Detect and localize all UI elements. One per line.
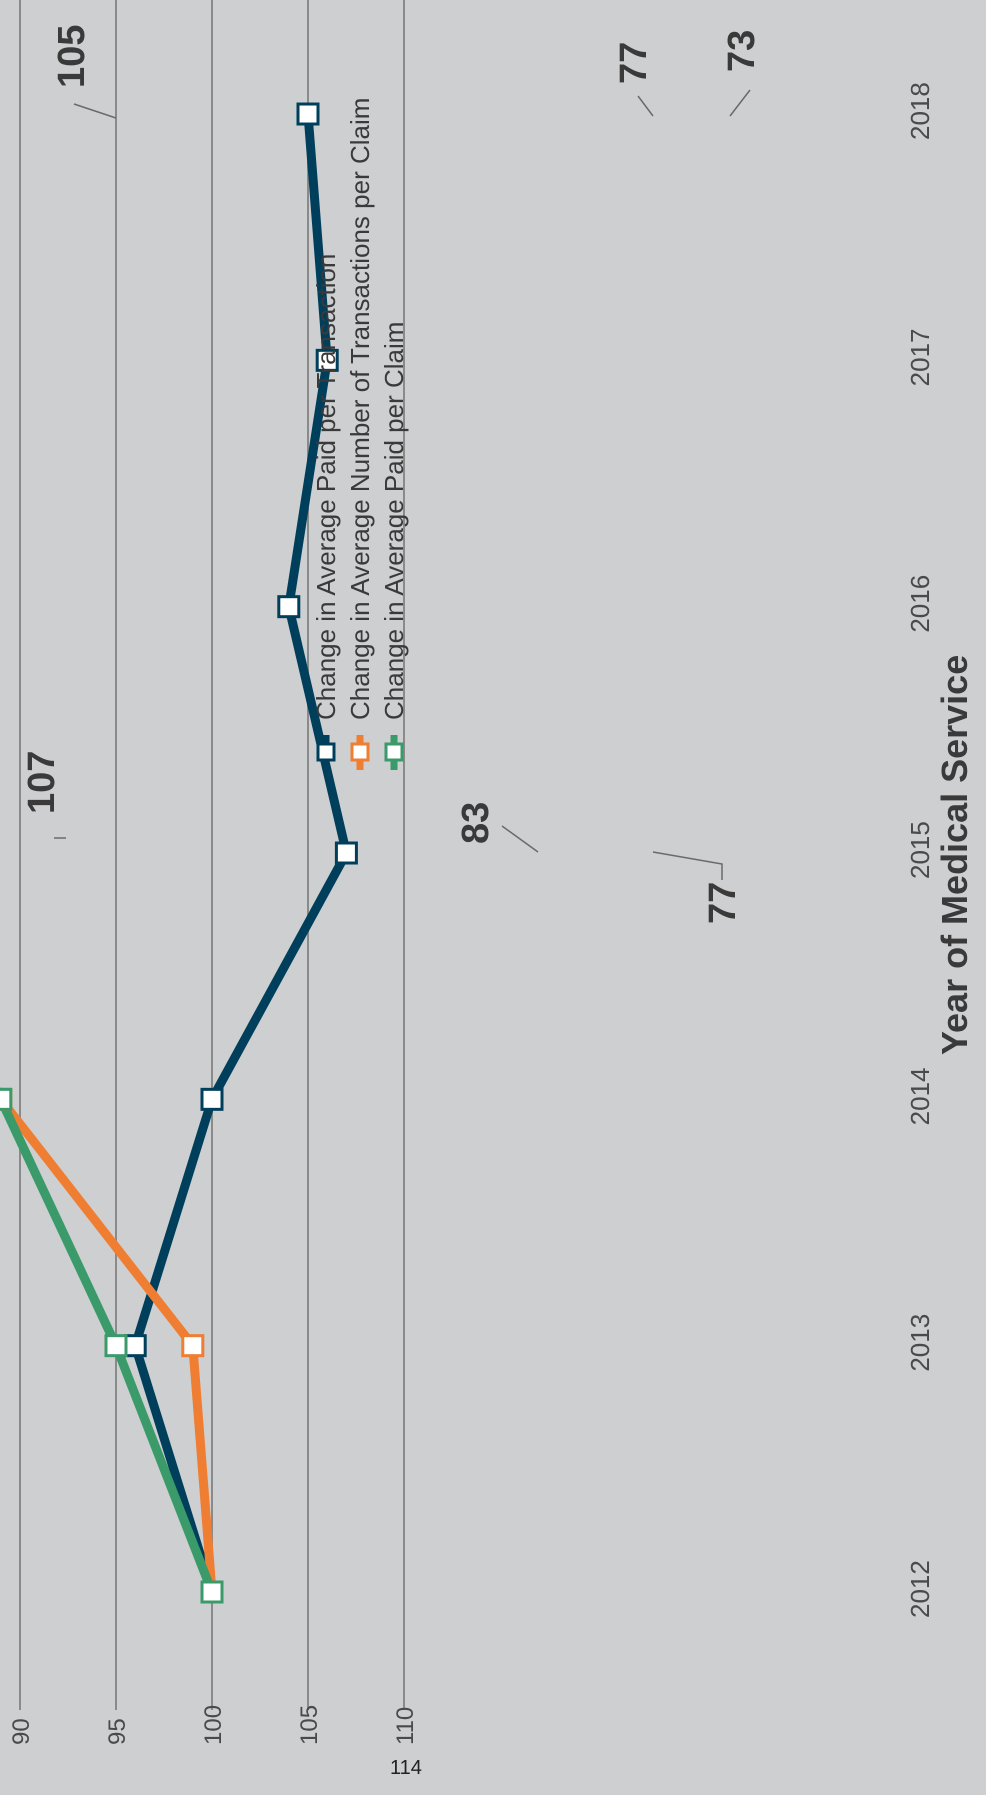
data-point-marker [334, 841, 358, 865]
data-annotation: 107 [21, 751, 63, 814]
data-point-marker [277, 595, 301, 619]
data-annotation: 105 [51, 25, 93, 88]
data-annotations: 107 105 77 73 83 77 [21, 25, 763, 924]
value-tick-label: 105 [296, 1705, 323, 1745]
series-markers [0, 102, 358, 1604]
legend-label: Change in Average Number of Transactions… [345, 98, 375, 720]
data-point-marker [315, 348, 339, 372]
gridlines [19, 0, 405, 1710]
data-annotation: 73 [721, 30, 763, 72]
annotation-leader [652, 851, 723, 880]
data-point-marker [200, 1087, 224, 1111]
legend-swatch-marker [316, 742, 336, 762]
legend-label: Change in Average Paid per Claim [379, 322, 409, 720]
year-tick-label: 2018 [905, 82, 935, 140]
data-annotation: 83 [455, 802, 497, 844]
year-tick-label: 2016 [905, 575, 935, 633]
series-line-2 [0, 1087, 217, 1594]
annotation-leader [501, 825, 539, 853]
year-tick-label: 2013 [905, 1314, 935, 1372]
data-point-marker [181, 1334, 205, 1358]
value-tick-label: 90 [8, 1718, 35, 1745]
annotation-leader [637, 95, 654, 117]
year-tick-label: 2017 [905, 329, 935, 387]
annotation-leader [73, 103, 117, 119]
data-point-marker [200, 1580, 224, 1604]
series-lines [0, 113, 351, 1594]
year-tick-label: 2015 [905, 821, 935, 879]
year-tick-label: 2014 [905, 1067, 935, 1125]
value-tick-label: 100 [200, 1705, 227, 1745]
data-point-marker [104, 1334, 128, 1358]
data-annotation: 77 [702, 882, 744, 924]
year-tick-label: 2012 [905, 1560, 935, 1618]
value-tick-label: 95 [104, 1718, 131, 1745]
legend-swatch-marker [350, 742, 370, 762]
legend-label: Change in Average Paid per Transaction [311, 254, 341, 720]
data-point-marker [123, 1334, 147, 1358]
data-annotation: 77 [613, 42, 655, 84]
series-line-1 [0, 1091, 217, 1593]
year-axis-ticks: 2012 2013 2014 2015 2016 2017 2018 [905, 82, 935, 1618]
data-point-marker [296, 102, 320, 126]
legend-swatch-marker [384, 742, 404, 762]
page-number: 114 [390, 1757, 422, 1779]
annotation-leader [729, 89, 751, 117]
x-axis-label: Year of Medical Service [934, 655, 975, 1055]
legend: Change in Average Paid per Transaction Ch… [311, 98, 409, 770]
data-point-marker [0, 1087, 13, 1111]
annotation-leaders [54, 89, 751, 880]
value-tick-label: 110 [392, 1707, 419, 1745]
value-axis-ticks: 11010510095908580757065 [8, 1705, 419, 1745]
